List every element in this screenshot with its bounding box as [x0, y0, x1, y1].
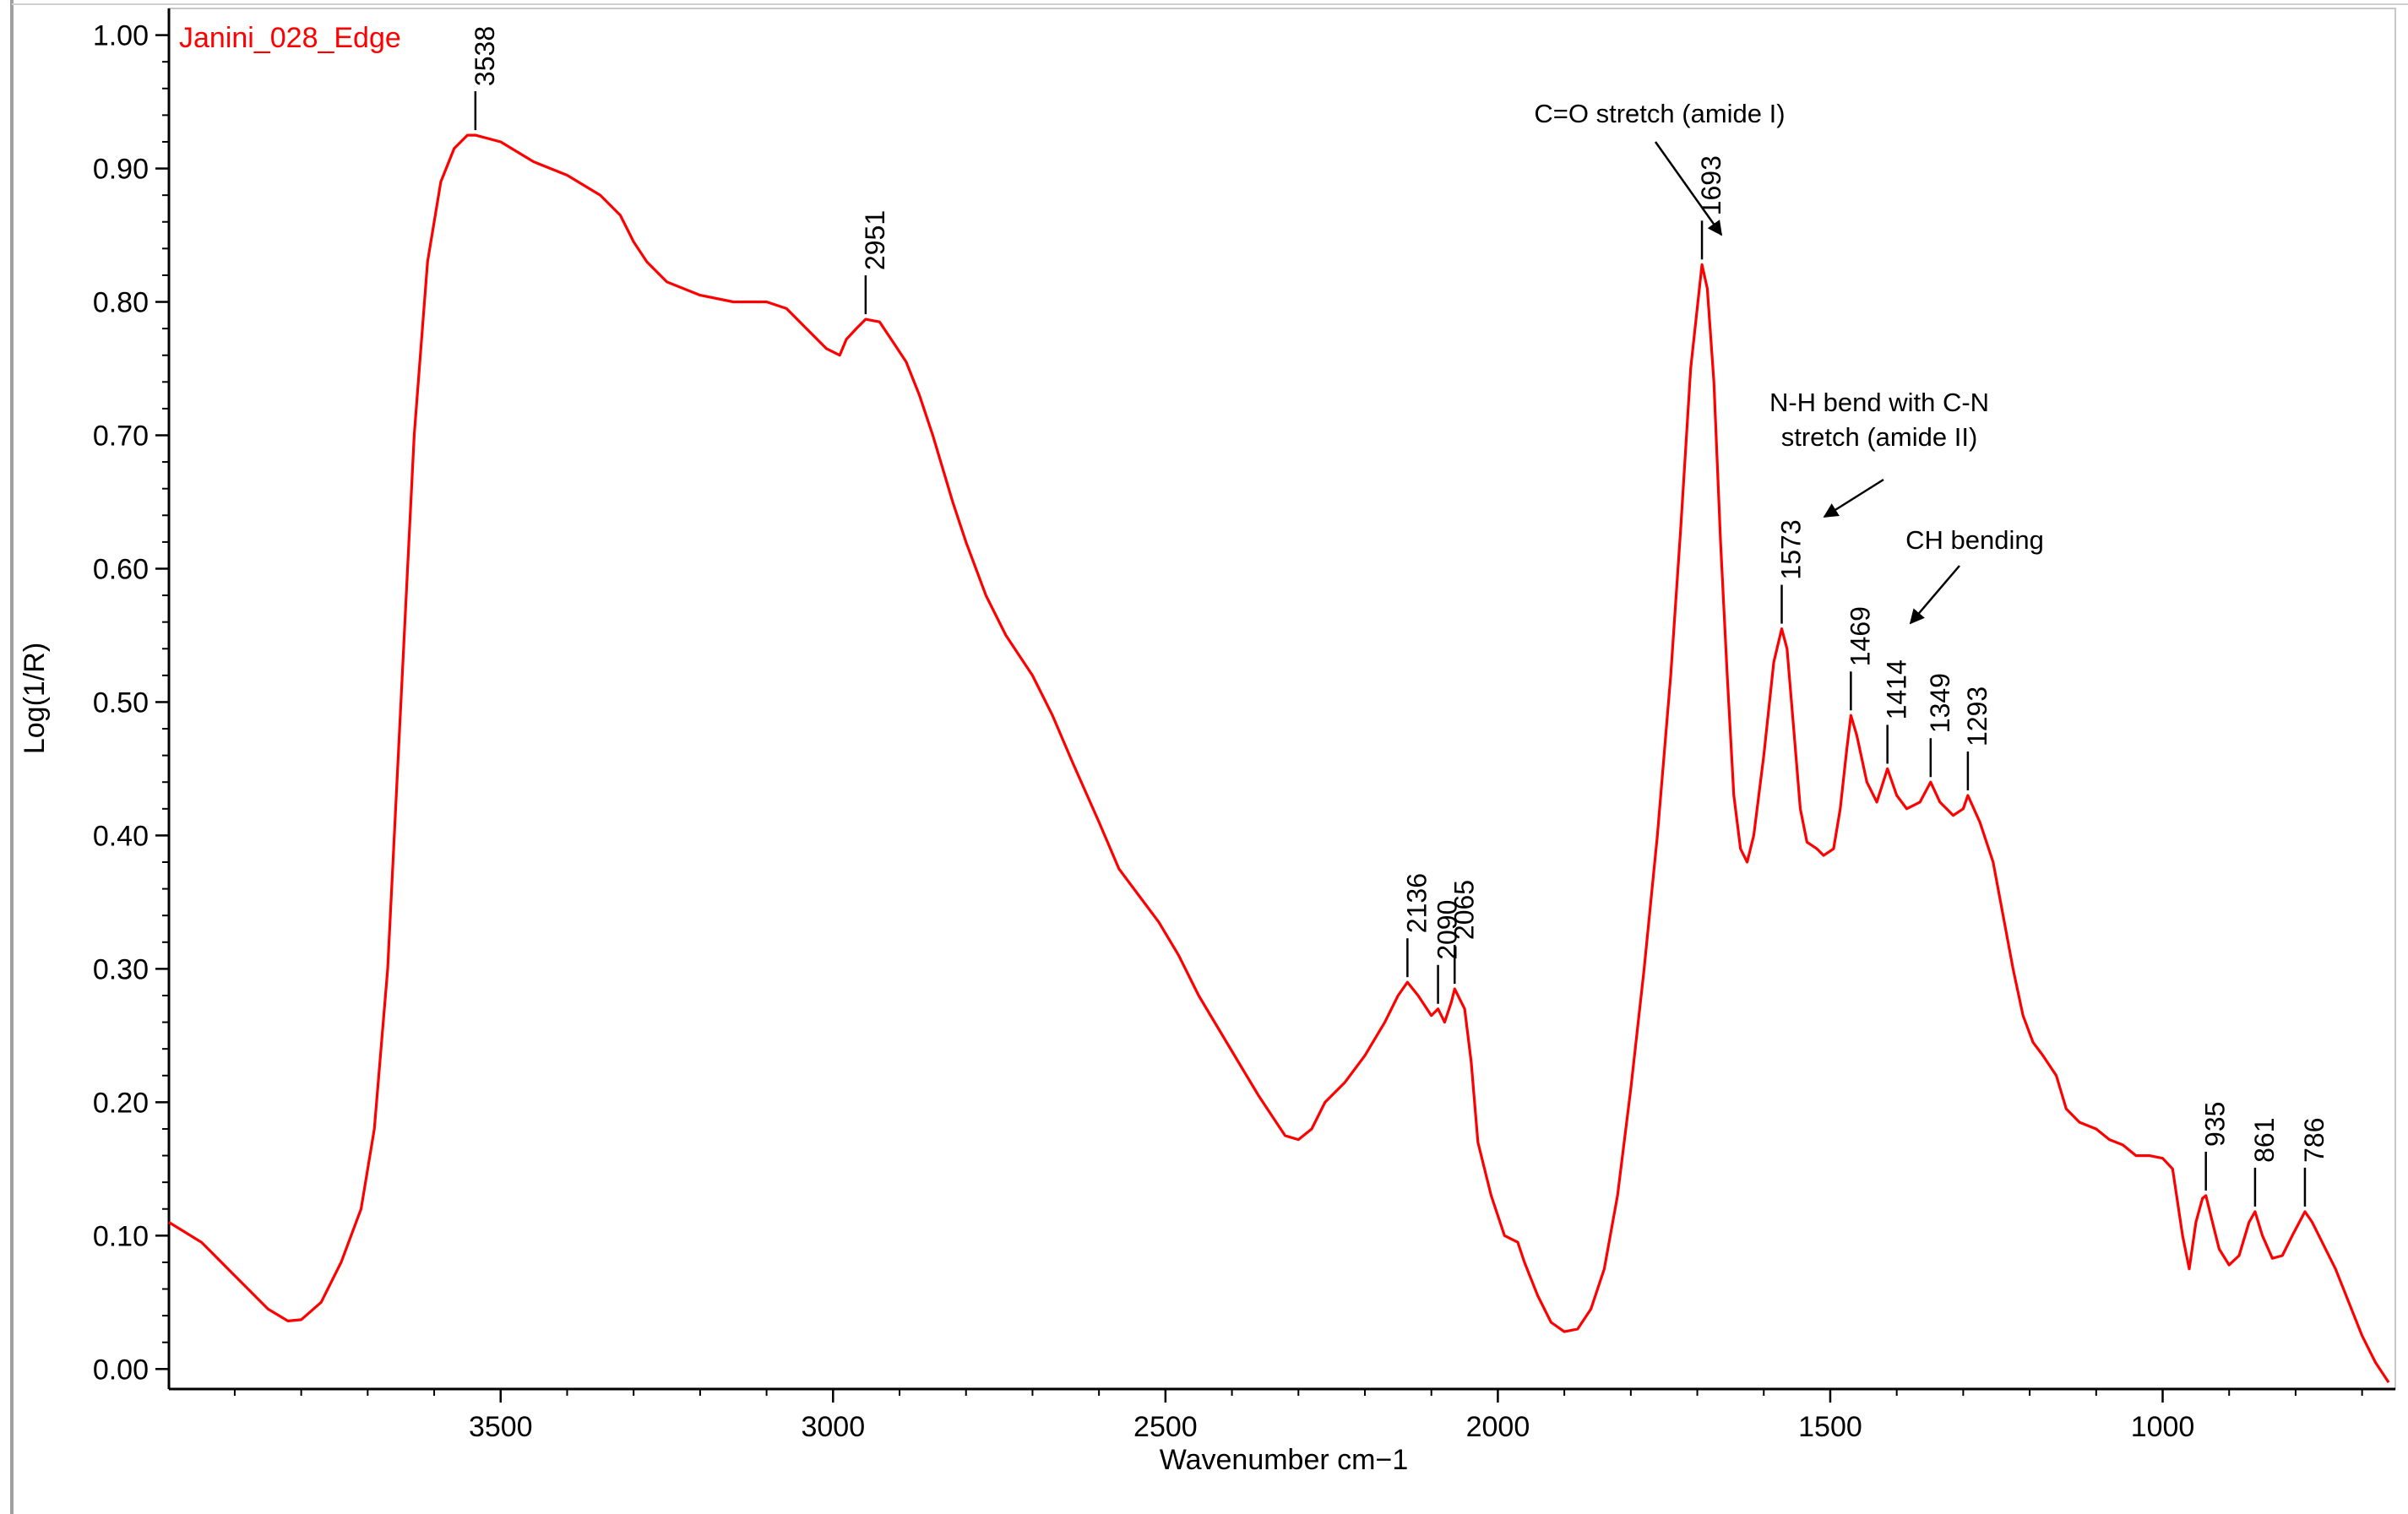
x-tick-label: 3500: [469, 1411, 533, 1443]
annotation-label: stretch (amide II): [1781, 422, 1978, 452]
peak-label: 3538: [470, 26, 500, 86]
y-tick-label: 0.20: [93, 1087, 149, 1119]
peak-label: 1349: [1925, 673, 1955, 733]
peak-label: 935: [2200, 1102, 2231, 1147]
y-tick-label: 0.70: [93, 421, 149, 453]
peak-label: 1469: [1845, 606, 1875, 666]
x-tick-label: 2000: [1466, 1411, 1530, 1443]
x-tick-label: 3000: [801, 1411, 865, 1443]
y-axis-ticks: 0.00 0.10 0.20 0.30 0.40 0.50 0.60 0.70 0.80 0.90…: [93, 20, 169, 1386]
annotation-label: CH bending: [1905, 525, 2044, 555]
series-title: Janini_028_Edge: [179, 22, 401, 54]
peak-label: 2090: [1432, 900, 1463, 960]
spectrum-line: [168, 133, 2390, 1383]
annotation-label: C=O stretch (amide I): [1534, 99, 1785, 128]
x-tick-label: 1500: [1798, 1411, 1862, 1443]
annotation-arrow: [1909, 565, 1960, 625]
plot-area: [168, 8, 2396, 1390]
y-axis-title: Log(1/R): [19, 643, 51, 754]
peak-label: 2065: [1449, 880, 1479, 940]
x-tick-label: 1000: [2131, 1411, 2195, 1443]
y-minor-ticks: [162, 61, 169, 1343]
y-tick-label: 0.30: [93, 953, 149, 985]
peak-label: 2136: [1401, 873, 1432, 933]
y-tick-label: 0.40: [93, 820, 149, 852]
peak-label: 786: [2299, 1118, 2329, 1163]
peak-label: 1293: [1962, 686, 1992, 746]
x-tick-label: 2500: [1133, 1411, 1198, 1443]
y-tick-label: 0.60: [93, 553, 149, 585]
band-annotations: C=O stretch (amide I) N-H bend with C-N st…: [1534, 99, 2044, 625]
peak-label: 2951: [860, 210, 890, 270]
y-tick-label: 1.00: [93, 20, 149, 52]
x-axis-ticks: 3500 3000 2500 2000 1500 1000: [469, 1389, 2194, 1443]
y-tick-label: 0.90: [93, 154, 149, 186]
annotation-label: N-H bend with C-N: [1769, 388, 1989, 417]
y-tick-label: 0.00: [93, 1354, 149, 1386]
y-tick-label: 0.50: [93, 686, 149, 719]
y-tick-label: 0.10: [93, 1220, 149, 1252]
y-tick-label: 0.80: [93, 287, 149, 319]
x-axis-title: Wavenumber cm−1: [1160, 1444, 1408, 1476]
peak-label: 1573: [1776, 519, 1807, 579]
annotation-arrow: [1823, 478, 1884, 518]
x-minor-ticks: [233, 1389, 2363, 1396]
peak-label: 861: [2249, 1118, 2280, 1163]
annotation-arrow: [1654, 141, 1723, 236]
peak-label: 1414: [1882, 659, 1912, 719]
